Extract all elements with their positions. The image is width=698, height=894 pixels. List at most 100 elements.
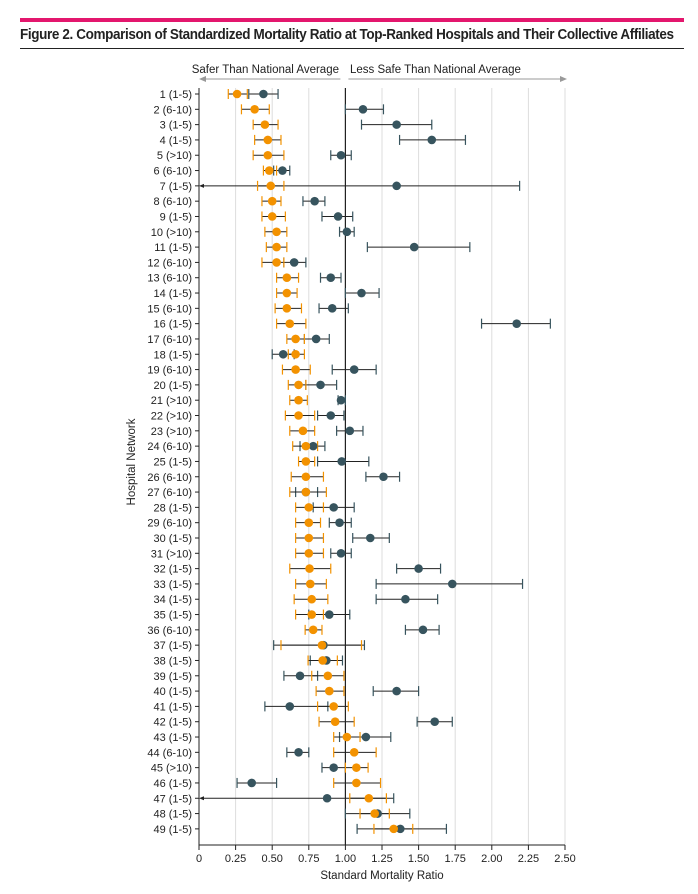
row-label: 20 (1-5)	[153, 380, 192, 392]
row-marks	[344, 808, 411, 819]
row-marks	[293, 594, 439, 605]
row-label: 4 (1-5)	[160, 135, 192, 147]
orange-point	[349, 748, 359, 757]
row-label: 6 (6-10)	[153, 166, 192, 178]
dark-point	[295, 671, 305, 681]
row-label: 21 (>10)	[151, 395, 192, 407]
orange-point	[301, 457, 311, 466]
orange-point	[304, 503, 314, 512]
orange-point	[294, 380, 303, 390]
accent-bar	[20, 18, 684, 22]
row-marks	[275, 318, 551, 329]
x-tick-label: 2.25	[518, 853, 539, 865]
dark-point	[357, 288, 366, 298]
dark-point	[430, 717, 440, 727]
row-label: 36 (6-10)	[147, 625, 192, 637]
row-label: 30 (1-5)	[153, 533, 192, 545]
row-marks	[275, 288, 380, 299]
orange-point	[307, 610, 317, 619]
row-label: 29 (6-10)	[147, 518, 192, 530]
orange-point	[370, 809, 379, 818]
orange-point	[272, 258, 281, 267]
row-label: 46 (1-5)	[153, 778, 192, 790]
dark-point	[329, 763, 338, 772]
dark-point	[337, 457, 347, 466]
row-marks	[295, 609, 351, 620]
dark-point	[427, 135, 437, 145]
dark-point	[329, 503, 338, 512]
row-label: 34 (1-5)	[153, 594, 192, 606]
row-marks	[273, 640, 366, 651]
row-marks	[261, 211, 354, 222]
row-label: 5 (>10)	[157, 150, 192, 162]
row-marks	[318, 716, 453, 727]
row-label: 11 (1-5)	[154, 242, 192, 254]
dark-point	[342, 227, 352, 237]
row-marks	[283, 670, 345, 681]
x-axis-label: Standard Mortality Ratio	[320, 870, 443, 882]
row-marks	[261, 196, 326, 207]
dark-point	[358, 105, 368, 114]
orange-point	[364, 793, 374, 803]
dark-point	[324, 610, 334, 619]
orange-point	[291, 349, 300, 359]
orange-point	[318, 656, 328, 665]
row-label: 44 (6-10)	[147, 747, 192, 759]
row-marks	[199, 793, 395, 804]
row-label: 40 (1-5)	[153, 686, 192, 698]
orange-point	[291, 334, 300, 344]
row-marks	[199, 180, 521, 191]
orange-point	[324, 686, 334, 696]
orange-point	[267, 212, 277, 221]
row-marks	[289, 395, 346, 406]
orange-point	[264, 166, 274, 175]
row-label: 49 (1-5)	[153, 824, 192, 836]
orange-point	[266, 181, 276, 191]
title-rule	[20, 48, 684, 49]
row-label: 39 (1-5)	[153, 671, 192, 683]
row-label: 33 (1-5)	[153, 579, 192, 591]
dark-point	[285, 702, 295, 711]
row-label: 48 (1-5)	[153, 809, 192, 821]
row-label: 32 (1-5)	[153, 564, 192, 576]
row-marks	[289, 487, 327, 498]
dark-point	[311, 334, 321, 344]
orange-point	[301, 472, 311, 482]
dark-point	[345, 426, 355, 436]
row-label: 3 (1-5)	[160, 120, 192, 132]
row-label: 38 (1-5)	[153, 655, 192, 667]
row-marks	[304, 624, 440, 635]
row-marks	[264, 226, 355, 237]
row-marks	[286, 747, 377, 758]
dark-point	[327, 304, 337, 313]
orange-point	[352, 778, 361, 788]
row-marks	[356, 823, 448, 834]
row-label: 23 (>10)	[151, 426, 192, 438]
orange-point	[329, 702, 338, 711]
row-marks	[289, 425, 364, 436]
grid-lines	[235, 88, 566, 845]
row-marks	[271, 349, 306, 360]
row-label: 13 (6-10)	[147, 273, 192, 285]
row-label: 18 (1-5)	[153, 349, 192, 361]
dark-point	[365, 533, 375, 543]
orange-point	[294, 395, 303, 405]
dark-point	[278, 166, 287, 175]
row-label: 9 (1-5)	[160, 211, 192, 223]
orange-point	[272, 227, 281, 237]
direction-label-right: Less Safe Than National Average	[350, 64, 521, 76]
row-label: 24 (6-10)	[147, 441, 192, 453]
orange-point	[352, 763, 361, 772]
dark-point	[409, 242, 419, 252]
row-label: 14 (1-5)	[153, 288, 192, 300]
dark-point	[326, 273, 336, 283]
dark-point	[392, 120, 401, 129]
row-marks	[275, 272, 342, 283]
orange-point	[250, 105, 259, 114]
dark-point	[336, 395, 346, 405]
row-label: 17 (6-10)	[147, 334, 192, 346]
y-axis-label: Hospital Network	[126, 418, 138, 505]
row-label: 42 (1-5)	[153, 717, 192, 729]
orange-point	[298, 426, 308, 436]
